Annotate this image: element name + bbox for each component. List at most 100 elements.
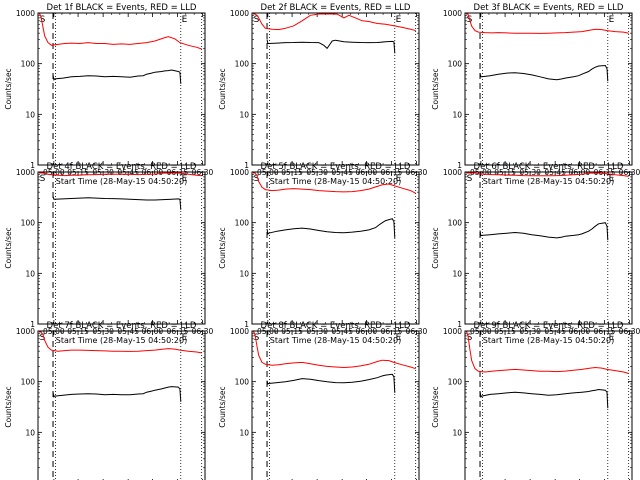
- y-axis-label: Counts/sec: [4, 386, 13, 427]
- x-axis-label: Start Time (28-May-15 04:50:20): [270, 336, 401, 345]
- panel-3: Det 3f BLACK = Events, RED = LLD 1 10 100 10…: [431, 3, 640, 186]
- y-tick-label: 1000: [443, 168, 462, 177]
- x-axis-label: Start Time (28-May-15 04:50:20): [483, 336, 614, 345]
- events-series-line: [479, 222, 609, 241]
- lld-series-line: [253, 331, 416, 370]
- events-series-line: [479, 64, 609, 82]
- x-axis-label: Start Time (28-May-15 04:50:20): [483, 177, 614, 186]
- lld-series-line: [466, 331, 629, 374]
- end-marker-label: E: [182, 174, 188, 184]
- events-series-line: [266, 373, 396, 393]
- plot-frame: [251, 330, 420, 480]
- y-axis-label: Counts/sec: [218, 68, 227, 109]
- y-tick-label: 10: [25, 428, 35, 437]
- plot-frame: [37, 171, 206, 325]
- start-marker-label: S: [467, 174, 473, 184]
- y-tick-label: 1: [457, 161, 462, 170]
- y-tick-label: 10: [452, 269, 462, 278]
- plot-frame: [464, 330, 633, 480]
- start-marker-label: S: [254, 174, 260, 184]
- y-tick-label: 100: [448, 219, 463, 228]
- start-marker-label: S: [40, 15, 46, 25]
- lld-series-line: [39, 331, 202, 354]
- y-tick-label: 1000: [230, 9, 249, 18]
- y-tick-label: 1000: [16, 327, 35, 336]
- panel-8: Det 8f BLACK = Events, RED = LLD 1 10 100 10…: [218, 321, 420, 480]
- events-series-line: [479, 388, 609, 409]
- y-tick-label: 1: [30, 161, 35, 170]
- end-marker-label: E: [609, 174, 615, 184]
- y-axis-label: Counts/sec: [431, 386, 440, 427]
- events-series-line: [52, 196, 182, 210]
- panel-title: Det 8f BLACK = Events, RED = LLD: [261, 321, 411, 331]
- panel-title: Det 2f BLACK = Events, RED = LLD: [261, 3, 411, 13]
- x-axis-label: Start Time (28-May-15 04:50:20): [270, 177, 401, 186]
- lld-series-line: [466, 13, 629, 34]
- y-tick-label: 1: [244, 320, 249, 329]
- y-tick-label: 1000: [16, 168, 35, 177]
- y-tick-label: 10: [239, 428, 249, 437]
- x-axis-label: Start Time (28-May-15 04:50:20): [56, 336, 187, 345]
- y-tick-label: 100: [448, 60, 463, 69]
- y-tick-label: 10: [239, 110, 249, 119]
- panel-title: Det 3f BLACK = Events, RED = LLD: [474, 3, 624, 13]
- end-marker-label: E: [396, 15, 402, 25]
- plot-frame: [37, 330, 206, 480]
- lld-series-line: [39, 172, 202, 177]
- y-axis-label: Counts/sec: [218, 386, 227, 427]
- y-tick-label: 1000: [230, 168, 249, 177]
- plot-frame: [464, 171, 633, 325]
- x-axis-label: Start Time (28-May-15 04:50:20): [56, 177, 187, 186]
- start-marker-label: S: [254, 333, 260, 343]
- y-axis-label: Counts/sec: [4, 68, 13, 109]
- y-tick-label: 1: [30, 320, 35, 329]
- events-series-line: [266, 39, 396, 54]
- panel-title: Det 4f BLACK = Events, RED = LLD: [47, 162, 197, 172]
- panel-title: Det 7f BLACK = Events, RED = LLD: [47, 321, 197, 331]
- start-marker-label: S: [467, 333, 473, 343]
- y-tick-label: 1: [244, 161, 249, 170]
- lld-series-line: [253, 13, 416, 32]
- y-tick-label: 100: [448, 378, 463, 387]
- events-series-line: [266, 218, 396, 238]
- y-axis-label: Counts/sec: [431, 68, 440, 109]
- end-marker-label: E: [182, 15, 188, 25]
- y-tick-label: 1000: [443, 327, 462, 336]
- lld-series-line: [253, 172, 416, 194]
- panel-title: Det 6f BLACK = Events, RED = LLD: [474, 162, 624, 172]
- y-tick-label: 1000: [16, 9, 35, 18]
- y-tick-label: 10: [239, 269, 249, 278]
- y-tick-label: 1000: [443, 9, 462, 18]
- end-marker-label: E: [182, 333, 188, 343]
- end-marker-label: E: [396, 333, 402, 343]
- plot-frame: [251, 171, 420, 325]
- start-marker-label: S: [40, 333, 46, 343]
- y-tick-label: 100: [21, 378, 36, 387]
- panel-title: Det 1f BLACK = Events, RED = LLD: [47, 3, 197, 13]
- end-marker-label: E: [609, 333, 615, 343]
- panel-title: Det 9f BLACK = Events, RED = LLD: [474, 321, 624, 331]
- y-tick-label: 10: [452, 428, 462, 437]
- panel-7: Det 7f BLACK = Events, RED = LLD 1 10 100 10…: [4, 321, 206, 480]
- y-axis-label: Counts/sec: [218, 227, 227, 268]
- events-series-line: [52, 69, 182, 84]
- y-tick-label: 10: [25, 110, 35, 119]
- panel-9: Det 9f BLACK = Events, RED = LLD 1 10 100 10…: [431, 321, 633, 480]
- plot-frame: [251, 12, 420, 166]
- y-tick-label: 100: [21, 219, 36, 228]
- y-tick-label: 100: [235, 378, 250, 387]
- y-tick-label: 10: [25, 269, 35, 278]
- plot-frame: [37, 12, 206, 166]
- events-series-line: [52, 386, 182, 402]
- y-tick-label: 100: [235, 60, 250, 69]
- y-axis-label: Counts/sec: [431, 227, 440, 268]
- y-axis-label: Counts/sec: [4, 227, 13, 268]
- end-marker-label: E: [609, 15, 615, 25]
- y-tick-label: 10: [452, 110, 462, 119]
- y-tick-label: 100: [235, 219, 250, 228]
- panel-title: Det 5f BLACK = Events, RED = LLD: [261, 162, 411, 172]
- y-tick-label: 1: [457, 320, 462, 329]
- start-marker-label: S: [40, 174, 46, 184]
- start-marker-label: S: [254, 15, 260, 25]
